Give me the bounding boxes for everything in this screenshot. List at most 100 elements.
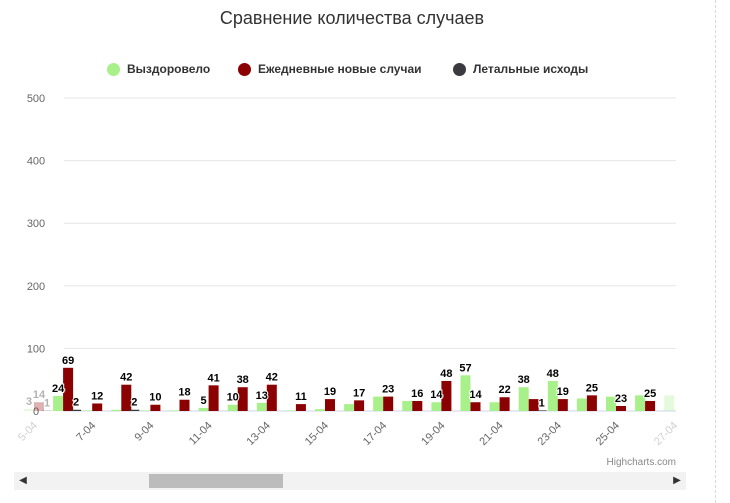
data-label-1-18-04: 16	[411, 388, 423, 400]
bar-2-8-04	[129, 409, 140, 411]
scroll-left-arrow-icon[interactable]: ◀	[19, 475, 27, 486]
bar-0-8-04	[111, 409, 122, 411]
x-tick-label-25-04: 25-04	[594, 420, 622, 448]
chart-credits[interactable]: Highcharts.com	[606, 457, 676, 468]
data-label-1-20-04: 14	[469, 389, 482, 401]
bar-1-11-04	[208, 385, 219, 411]
bar-1-16-04	[354, 400, 365, 411]
data-label-1-21-04: 22	[498, 384, 510, 396]
bar-1-8-04	[121, 384, 132, 411]
x-tick-label-19-04: 19-04	[419, 420, 447, 448]
legend-marker-new-cases	[238, 62, 251, 76]
bar-0-5-04	[24, 409, 34, 411]
x-tick-label-27-04: 27-04	[652, 420, 680, 448]
bar-0-7-04	[82, 410, 93, 411]
x-tick-label-21-04: 21-04	[477, 420, 505, 448]
data-label-0-5-04: 3	[26, 396, 32, 408]
scrollbar-thumb[interactable]	[149, 474, 283, 488]
bar-1-19-04	[441, 380, 452, 411]
x-tick-label-17-04: 17-04	[361, 420, 389, 448]
data-label-1-10-04: 18	[178, 387, 190, 399]
bar-1-25-04	[616, 405, 626, 411]
bar-1-18-04	[412, 400, 423, 411]
bar-1-17-04	[383, 396, 394, 411]
data-label-1-25-04: 23	[615, 393, 627, 405]
panel-edge-divider	[715, 0, 717, 503]
bar-1-12-04	[237, 387, 248, 411]
data-label-1-7-04: 12	[91, 390, 103, 402]
x-tick-label-13-04: 13-04	[245, 420, 273, 448]
data-label-1-12-04: 38	[237, 374, 249, 386]
x-tick-label-7-04: 7-04	[74, 420, 98, 444]
data-label-0-22-04: 38	[518, 374, 530, 386]
data-label-1-17-04: 23	[382, 384, 394, 396]
data-label-1-15-04: 19	[324, 386, 336, 398]
bar-1-20-04	[470, 402, 481, 411]
data-label-1-13-04: 42	[266, 372, 278, 384]
bar-1-9-04	[150, 404, 161, 411]
data-label-0-23-04: 48	[547, 368, 559, 380]
data-label-1-23-04: 19	[557, 386, 569, 398]
bar-1-10-04	[179, 399, 190, 411]
x-tick-label-11-04: 11-04	[187, 420, 215, 448]
x-tick-label-15-04: 15-04	[303, 420, 331, 448]
data-label-2-8-04: 2	[131, 397, 137, 409]
bar-0-25-04	[606, 396, 616, 411]
bar-1-13-04	[266, 384, 277, 411]
legend-item-deaths[interactable]: Летальные исходы	[453, 62, 588, 76]
bar-1-22-04	[528, 399, 539, 411]
data-label-0-12-04: 10	[227, 392, 239, 404]
bar-0-10-04	[169, 410, 180, 411]
data-label-1-9-04: 10	[149, 392, 161, 404]
legend-label-recovered: Выздоровело	[127, 62, 211, 76]
data-label-1-16-04: 17	[353, 387, 365, 399]
bar-0-12-04	[227, 404, 238, 411]
legend-label-deaths: Летальные исходы	[473, 62, 589, 76]
bar-0-26-04	[635, 395, 646, 411]
y-tick-label-100: 100	[27, 343, 45, 355]
bar-0-16-04	[344, 404, 355, 411]
data-label-1-6-04: 69	[62, 355, 74, 367]
legend-item-recovered[interactable]: Выздоровело	[107, 62, 210, 76]
bar-1-21-04	[499, 397, 510, 411]
bar-0-24-04	[576, 398, 587, 411]
data-label-0-13-04: 13	[256, 390, 268, 402]
bar-1-24-04	[586, 395, 597, 411]
bar-1-14-04	[295, 404, 306, 411]
legend-label-new-cases: Ежедневные новые случаи	[258, 62, 422, 76]
y-tick-label-0: 0	[33, 406, 39, 418]
scroll-right-arrow-icon[interactable]: ▶	[673, 475, 681, 486]
bar-2-6-04	[71, 409, 82, 411]
data-label-0-20-04: 57	[459, 362, 471, 374]
bar-2-5-04	[42, 410, 52, 411]
legend-item-new-cases[interactable]: Ежедневные новые случаи	[238, 62, 422, 76]
y-tick-label-200: 200	[27, 281, 45, 293]
x-tick-label-9-04: 9-04	[132, 420, 156, 444]
data-label-1-11-04: 41	[207, 372, 219, 384]
data-label-0-11-04: 5	[201, 395, 207, 407]
data-label-1-14-04: 11	[295, 391, 307, 403]
bar-series	[24, 367, 675, 411]
data-label-2-6-04: 2	[73, 397, 79, 409]
bar-0-27-04	[664, 395, 675, 411]
bar-1-15-04	[325, 399, 335, 411]
bar-0-19-04	[431, 402, 442, 411]
bar-0-14-04	[285, 410, 296, 411]
y-tick-label-300: 300	[27, 218, 45, 230]
data-label-1-5-04: 14	[33, 389, 46, 401]
y-tick-label-400: 400	[27, 156, 45, 168]
legend-marker-deaths	[453, 62, 466, 76]
navigator-scrollbar[interactable]: ◀ ▶	[14, 472, 686, 490]
x-tick-label-5-04: 5-04	[16, 420, 40, 444]
y-axis-ticks: 0 100 200 300 400 500	[27, 93, 45, 418]
data-label-0-6-04: 24	[52, 383, 65, 395]
x-axis-ticks: 5-04 7-04 9-04 11-04 13-04 15-04 17-04 19-04 21-…	[16, 420, 680, 448]
data-label-2-22-04: 1	[539, 397, 545, 409]
bar-1-5-04	[34, 402, 44, 411]
chart-legend: Выздоровело Ежедневные новые случаи Лета…	[0, 62, 704, 80]
data-label-0-19-04: 14	[430, 389, 443, 401]
bar-1-6-04	[63, 367, 74, 411]
data-label-1-24-04: 25	[586, 382, 598, 394]
bar-0-15-04	[315, 409, 325, 411]
